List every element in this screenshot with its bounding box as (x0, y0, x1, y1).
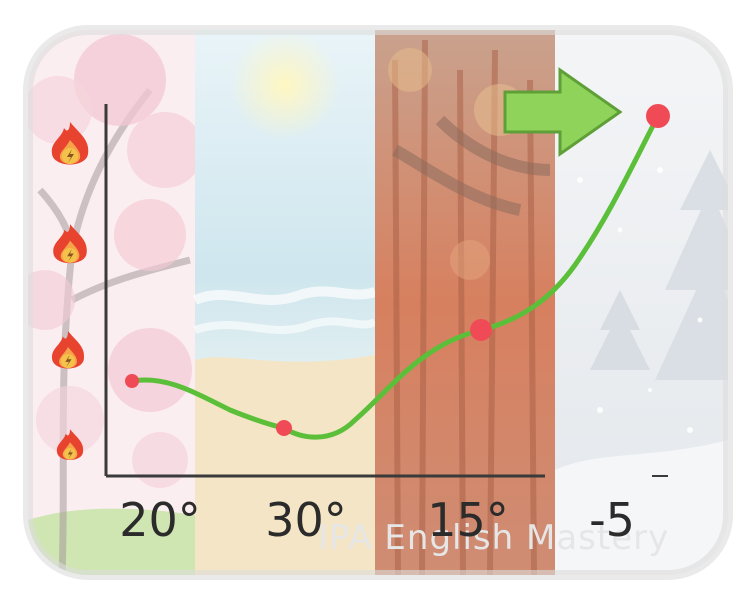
series-line (129, 113, 661, 440)
watermark-text: IPA English Mastery (318, 518, 669, 558)
data-point (276, 420, 292, 436)
data-point (470, 319, 492, 341)
fire-icon (51, 331, 85, 369)
fire-icon (56, 429, 84, 460)
x-tick-label: 30° (265, 493, 347, 547)
fire-icon (53, 224, 87, 264)
arrow-right-icon (503, 67, 623, 157)
data-point (646, 104, 670, 128)
autumn-panel (375, 30, 555, 575)
x-tick-label: -5 (589, 493, 635, 547)
season-background (28, 30, 728, 575)
x-tick-label: 15° (427, 493, 509, 547)
x-tick-label: 20° (119, 493, 201, 547)
frame-border (23, 25, 733, 580)
data-point (125, 374, 139, 388)
fire-icon (51, 122, 89, 165)
summer-panel (193, 30, 377, 575)
